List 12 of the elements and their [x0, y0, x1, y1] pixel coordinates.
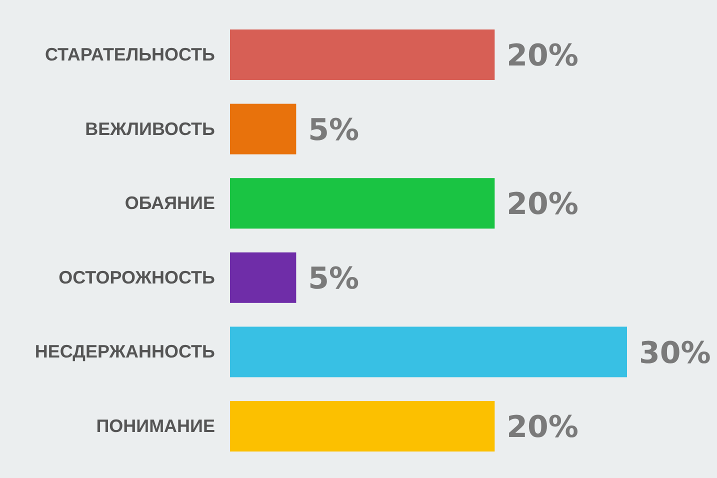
- y-tick-label: ОБАЯНИЕ: [124, 193, 215, 214]
- data-label: 20%: [506, 38, 578, 74]
- data-label: 20%: [506, 187, 578, 222]
- y-tick-label: НЕСДЕРЖАННОСТЬ: [34, 342, 216, 362]
- data-label: 20%: [506, 410, 578, 446]
- y-tick-label: ПОНИМАНИЕ: [96, 416, 215, 436]
- data-label: 30%: [639, 336, 711, 371]
- data-label: 5%: [308, 261, 360, 296]
- y-tick-label: ОСТОРОЖНОСТЬ: [58, 267, 216, 288]
- data-label: 5%: [308, 112, 360, 148]
- y-tick-label: ВЕЖЛИВОСТЬ: [85, 118, 216, 139]
- y-tick-label: СТАРАТЕЛЬНОСТЬ: [45, 44, 216, 65]
